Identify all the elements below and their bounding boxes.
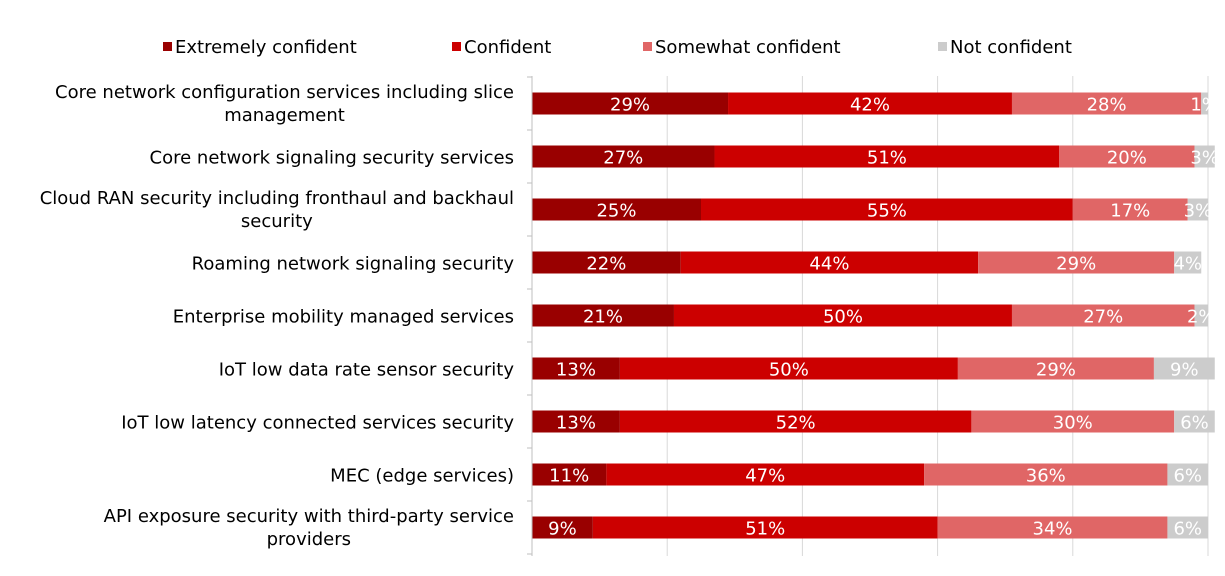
category-label: API exposure security with third-party s…: [104, 506, 514, 527]
data-label: 44%: [809, 254, 849, 275]
data-label: 29%: [1036, 360, 1076, 381]
data-label: 3%: [1190, 148, 1219, 169]
data-label: 1%: [1190, 95, 1219, 116]
data-label: 55%: [867, 201, 907, 222]
data-label: 50%: [769, 360, 809, 381]
legend-swatch: [938, 42, 947, 51]
category-label: MEC (edge services): [330, 466, 514, 487]
bar-segment: [971, 410, 1175, 433]
bar-segment: [728, 92, 1012, 115]
bar-segment: [957, 357, 1154, 380]
bar-segment: [673, 304, 1012, 327]
bar-segment: [592, 516, 938, 539]
bar-segment: [1167, 516, 1208, 539]
data-label: 20%: [1107, 148, 1147, 169]
bar-segment: [924, 463, 1168, 486]
legend-swatch: [452, 42, 461, 51]
data-label: 25%: [596, 201, 636, 222]
category-label: Cloud RAN security including fronthaul a…: [40, 188, 514, 209]
bar-segment: [714, 145, 1060, 168]
data-label: 21%: [583, 307, 623, 328]
data-label: 29%: [1056, 254, 1096, 275]
data-label: 42%: [850, 95, 890, 116]
category-label: Enterprise mobility managed services: [173, 307, 514, 328]
bar-segment: [1072, 198, 1188, 221]
category-label: management: [224, 105, 345, 126]
bar-segment: [532, 304, 674, 327]
data-label: 9%: [548, 519, 577, 540]
bar-segment: [532, 92, 729, 115]
bar-segment: [619, 410, 972, 433]
category-label: IoT low latency connected services secur…: [121, 413, 514, 434]
data-label: 36%: [1026, 466, 1066, 487]
legend: Extremely confident Confident Somewhat con…: [163, 37, 1072, 58]
bar-segment: [1059, 145, 1195, 168]
bars: 29% 42% 28% 1% 27% 51% 20% 3% 25% 55% 17% 3% 22% 44% 2…: [527, 76, 1219, 556]
data-label: 9%: [1170, 360, 1199, 381]
bar-segment: [619, 357, 958, 380]
bar-segment: [532, 198, 701, 221]
data-label: 3%: [1184, 201, 1213, 222]
data-label: 22%: [586, 254, 626, 275]
data-label: 27%: [603, 148, 643, 169]
bar-segment: [701, 198, 1073, 221]
bar-segment: [1167, 463, 1208, 486]
data-label: 27%: [1083, 307, 1123, 328]
bar-segment: [532, 516, 593, 539]
data-label: 51%: [867, 148, 907, 169]
data-label: 29%: [610, 95, 650, 116]
bar-segment: [937, 516, 1168, 539]
bar-segment: [1194, 145, 1215, 168]
bar-segment: [1201, 92, 1208, 115]
data-label: 52%: [776, 413, 816, 434]
bar-segment: [978, 251, 1175, 274]
data-label: 6%: [1180, 413, 1209, 434]
bar-segment: [532, 145, 715, 168]
bar-segment: [1174, 410, 1215, 433]
data-label: 50%: [823, 307, 863, 328]
category-label: Core network signaling security services: [150, 148, 514, 169]
legend-label: Extremely confident: [175, 37, 357, 58]
category-label: IoT low data rate sensor security: [219, 360, 515, 381]
data-label: 51%: [745, 519, 785, 540]
data-label: 34%: [1033, 519, 1073, 540]
bar-segment: [532, 410, 620, 433]
data-label: 13%: [556, 413, 596, 434]
bar-segment: [1187, 198, 1208, 221]
bar-segment: [532, 251, 681, 274]
data-label: 6%: [1173, 466, 1202, 487]
data-label: 30%: [1053, 413, 1093, 434]
legend-label: Somewhat confident: [655, 37, 841, 58]
bar-segment: [1011, 304, 1195, 327]
data-label: 11%: [549, 466, 589, 487]
legend-label: Not confident: [950, 37, 1072, 58]
bar-segment: [532, 357, 620, 380]
data-label: 13%: [556, 360, 596, 381]
legend-label: Confident: [464, 37, 551, 58]
legend-swatch: [643, 42, 652, 51]
data-label: 17%: [1110, 201, 1150, 222]
category-label: security: [241, 211, 313, 232]
bar-segment: [1194, 304, 1208, 327]
bar-segment: [1011, 92, 1202, 115]
category-labels: Core network configuration services incl…: [40, 82, 515, 550]
category-label: providers: [267, 529, 351, 550]
data-label: 2%: [1187, 307, 1216, 328]
category-label: Roaming network signaling security: [192, 254, 515, 275]
data-label: 47%: [745, 466, 785, 487]
bar-segment: [532, 463, 607, 486]
bar-segment: [606, 463, 925, 486]
category-label: Core network configuration services incl…: [55, 82, 514, 103]
bar-segment: [1174, 251, 1202, 274]
data-label: 4%: [1173, 254, 1202, 275]
legend-swatch: [163, 42, 172, 51]
data-label: 28%: [1087, 95, 1127, 116]
bar-segment: [1153, 357, 1215, 380]
bar-segment: [680, 251, 979, 274]
data-label: 6%: [1173, 519, 1202, 540]
